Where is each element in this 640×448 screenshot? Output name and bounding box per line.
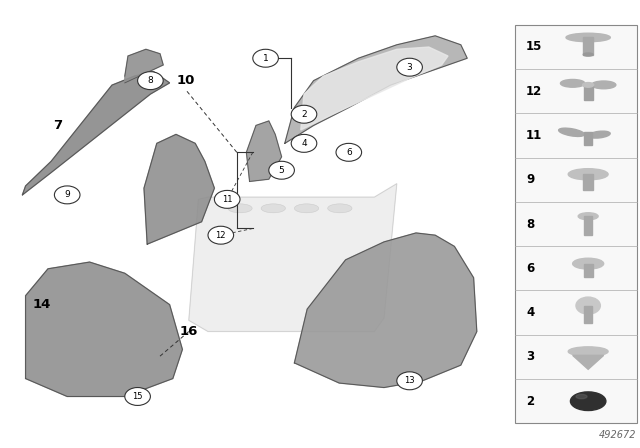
Circle shape: [138, 72, 163, 90]
Ellipse shape: [573, 258, 604, 269]
Circle shape: [269, 161, 294, 179]
Ellipse shape: [578, 213, 598, 220]
Ellipse shape: [570, 392, 606, 410]
Polygon shape: [301, 47, 448, 130]
Text: 8: 8: [526, 217, 534, 231]
Polygon shape: [189, 184, 397, 332]
Circle shape: [397, 372, 422, 390]
Ellipse shape: [582, 82, 594, 87]
Bar: [584, 132, 592, 146]
Text: 6: 6: [346, 148, 351, 157]
Polygon shape: [22, 72, 170, 195]
Ellipse shape: [568, 347, 608, 356]
Text: 9: 9: [526, 173, 534, 186]
Text: 6: 6: [526, 262, 534, 275]
Ellipse shape: [591, 81, 616, 89]
Bar: [583, 38, 593, 55]
Bar: [583, 174, 593, 190]
Ellipse shape: [261, 204, 285, 213]
Circle shape: [214, 190, 240, 208]
Text: 10: 10: [177, 74, 195, 87]
Text: 11: 11: [222, 195, 232, 204]
Circle shape: [291, 134, 317, 152]
Bar: [584, 85, 593, 100]
Text: 15: 15: [132, 392, 143, 401]
Text: 7: 7: [53, 119, 62, 132]
Bar: [584, 264, 593, 277]
Circle shape: [336, 143, 362, 161]
Circle shape: [54, 186, 80, 204]
Circle shape: [208, 226, 234, 244]
Text: 14: 14: [33, 298, 51, 311]
Text: 5: 5: [279, 166, 284, 175]
Polygon shape: [144, 134, 214, 244]
Ellipse shape: [328, 204, 352, 213]
Ellipse shape: [576, 394, 587, 399]
Bar: [584, 216, 592, 235]
Ellipse shape: [588, 131, 610, 138]
Text: 11: 11: [526, 129, 542, 142]
Text: 16: 16: [180, 325, 198, 338]
Ellipse shape: [294, 204, 319, 213]
Circle shape: [397, 58, 422, 76]
Circle shape: [576, 297, 600, 314]
Text: 3: 3: [526, 350, 534, 363]
Polygon shape: [573, 355, 604, 369]
Text: 2: 2: [301, 110, 307, 119]
Text: 9: 9: [65, 190, 70, 199]
FancyBboxPatch shape: [515, 25, 637, 423]
Text: 12: 12: [526, 85, 542, 98]
Circle shape: [125, 388, 150, 405]
Text: 4: 4: [526, 306, 534, 319]
Text: 4: 4: [301, 139, 307, 148]
Text: 12: 12: [216, 231, 226, 240]
Polygon shape: [26, 262, 182, 396]
Polygon shape: [285, 36, 467, 143]
Ellipse shape: [228, 204, 252, 213]
Bar: [584, 306, 592, 323]
Text: 15: 15: [526, 40, 543, 53]
Ellipse shape: [568, 169, 608, 180]
Polygon shape: [125, 49, 163, 83]
Circle shape: [291, 105, 317, 123]
Circle shape: [253, 49, 278, 67]
Text: 13: 13: [404, 376, 415, 385]
Text: 3: 3: [407, 63, 412, 72]
Ellipse shape: [566, 33, 611, 42]
Text: 8: 8: [148, 76, 153, 85]
Ellipse shape: [561, 79, 585, 87]
Polygon shape: [294, 233, 477, 388]
Polygon shape: [246, 121, 282, 181]
Ellipse shape: [559, 128, 584, 137]
Text: 2: 2: [526, 395, 534, 408]
Text: 492672: 492672: [599, 430, 637, 440]
Text: 1: 1: [263, 54, 268, 63]
Ellipse shape: [583, 53, 593, 56]
